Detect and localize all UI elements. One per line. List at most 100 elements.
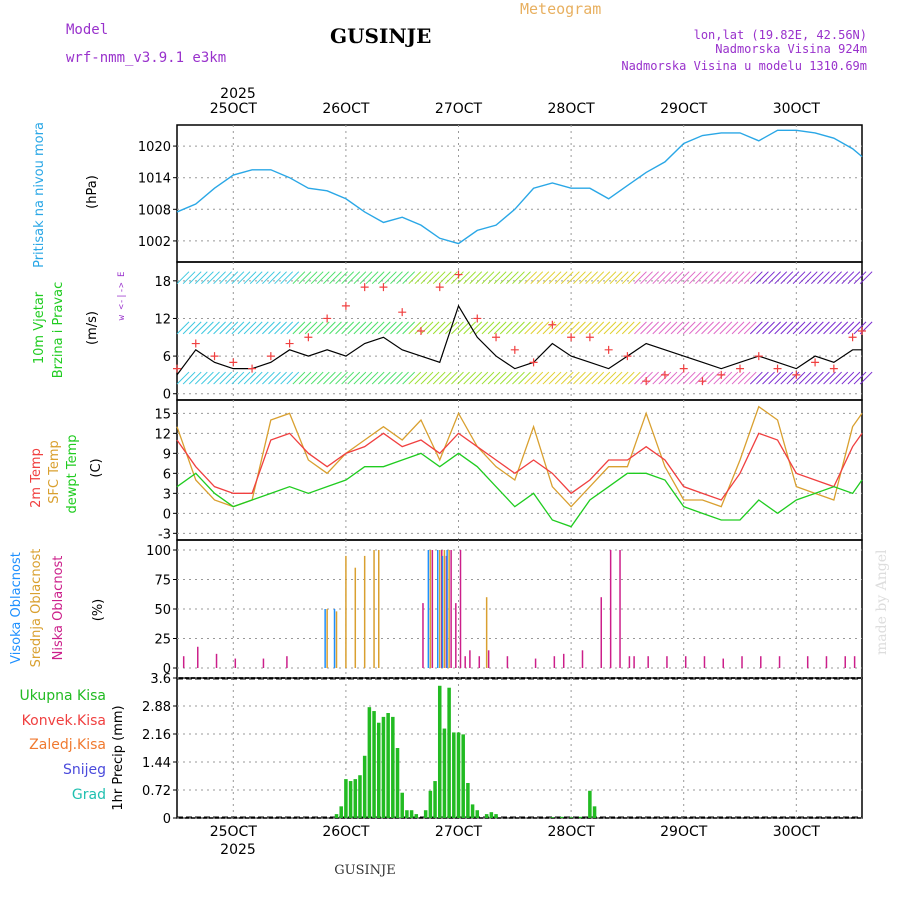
precip-bar (578, 816, 583, 818)
wind-barb (426, 371, 440, 385)
wind-barb (426, 271, 440, 285)
wind-barb (481, 271, 495, 285)
wind-barb (329, 371, 342, 385)
wind-gust-marker (191, 339, 200, 348)
wind-barb (292, 321, 306, 335)
wind-barb (475, 271, 489, 285)
wind-compass: w <-|-> E (117, 272, 127, 321)
wind-barb (823, 321, 836, 335)
precip-bar (353, 779, 358, 818)
wind-barb (688, 371, 702, 385)
wind-barb (634, 321, 647, 335)
wind-gust-marker (829, 364, 838, 373)
wind-barb (298, 271, 312, 285)
precip-bar (433, 781, 437, 818)
top-day-label: 30OCT (773, 101, 821, 117)
wind-barb (621, 371, 635, 385)
wind-barb (316, 271, 330, 285)
wind-barb (329, 321, 342, 335)
wind-barb (262, 321, 275, 335)
wind-barb (402, 321, 416, 335)
wind-barb (371, 321, 385, 335)
y-tick-label: 2.88 (142, 700, 171, 715)
wind-barb (384, 271, 397, 285)
wind-barb (359, 321, 373, 335)
wind-barb (548, 321, 562, 335)
wind-barb (335, 321, 348, 335)
wind-barb (579, 371, 592, 385)
sfc-temp-line (176, 405, 863, 508)
y-tick-label: 2.16 (142, 728, 171, 743)
wind-barb (219, 271, 233, 285)
wind-barb (542, 271, 556, 285)
y-tick-label: 0 (163, 388, 171, 403)
wind-barb (701, 371, 714, 385)
wind-barb (341, 371, 355, 385)
wind-barb (664, 271, 678, 285)
wind-barb (506, 371, 519, 385)
pressure-panel: 1020 1014 1008 1002 (138, 124, 863, 263)
wind-barb (603, 371, 617, 385)
wind-barb (749, 271, 763, 285)
watermark: made by Angel (874, 549, 890, 655)
wind-barb (420, 321, 434, 335)
wind-barb (774, 371, 788, 385)
wind-barb (298, 321, 312, 335)
wind-barb (573, 371, 586, 385)
wind-barb (304, 321, 318, 335)
wind-barb (823, 271, 836, 285)
precip-bar (437, 685, 442, 818)
wind-barb (286, 271, 300, 285)
wind-barb (518, 321, 531, 335)
y-tick-label: 1008 (138, 203, 171, 218)
wind-barb (768, 271, 781, 285)
wind-barb (743, 271, 757, 285)
wind-barb (396, 321, 409, 335)
wind-barb (268, 321, 281, 335)
year-top: 2025 (220, 86, 256, 102)
wind-barb (243, 321, 257, 335)
wind-barb (493, 321, 507, 335)
wind-gust-marker (323, 314, 332, 323)
wind-barb (597, 371, 611, 385)
wind-barb (201, 321, 214, 335)
wind-barb (603, 271, 617, 285)
wind-barb (798, 321, 812, 335)
wind-barb (194, 371, 208, 385)
top-day-label: 26OCT (322, 101, 370, 117)
cloud-panel: 100 75 50 25 0 (146, 539, 863, 679)
wind-gust-marker (698, 377, 707, 386)
wind-barb (774, 321, 788, 335)
wind-barb (207, 371, 220, 385)
wind-barb (652, 271, 666, 285)
model-name: wrf-nmm_v3.9.1 e3km (66, 50, 226, 66)
wind-barb (560, 371, 574, 385)
precip-bar (348, 781, 353, 818)
precip-bar (395, 748, 400, 818)
wind-barb (499, 271, 513, 285)
precip-bar (550, 817, 555, 818)
precip-bar (344, 779, 348, 818)
wind-barb (512, 271, 525, 285)
wind-barb (335, 271, 348, 285)
wind-barb (737, 371, 751, 385)
wind-barb (475, 321, 489, 335)
wind-barb (274, 371, 287, 385)
wind-gust-marker (567, 333, 576, 342)
wind-barb (518, 271, 531, 285)
y-tick-label: 1020 (138, 140, 171, 155)
precip-bar (475, 810, 480, 818)
wind-barb (567, 271, 580, 285)
wind-barb (298, 371, 312, 385)
wind-barb (255, 371, 269, 385)
temp2m-label: 2m Temp (29, 448, 44, 508)
wind-barb (591, 321, 605, 335)
wind-barb (554, 321, 568, 335)
top-day-label: 29OCT (660, 101, 708, 117)
wind-gust-marker (754, 352, 763, 361)
wind-barb (567, 321, 580, 335)
wind-barb (524, 371, 538, 385)
precip-bar (569, 817, 573, 818)
year-bottom: 2025 (220, 842, 256, 858)
wind-barb (323, 371, 336, 385)
